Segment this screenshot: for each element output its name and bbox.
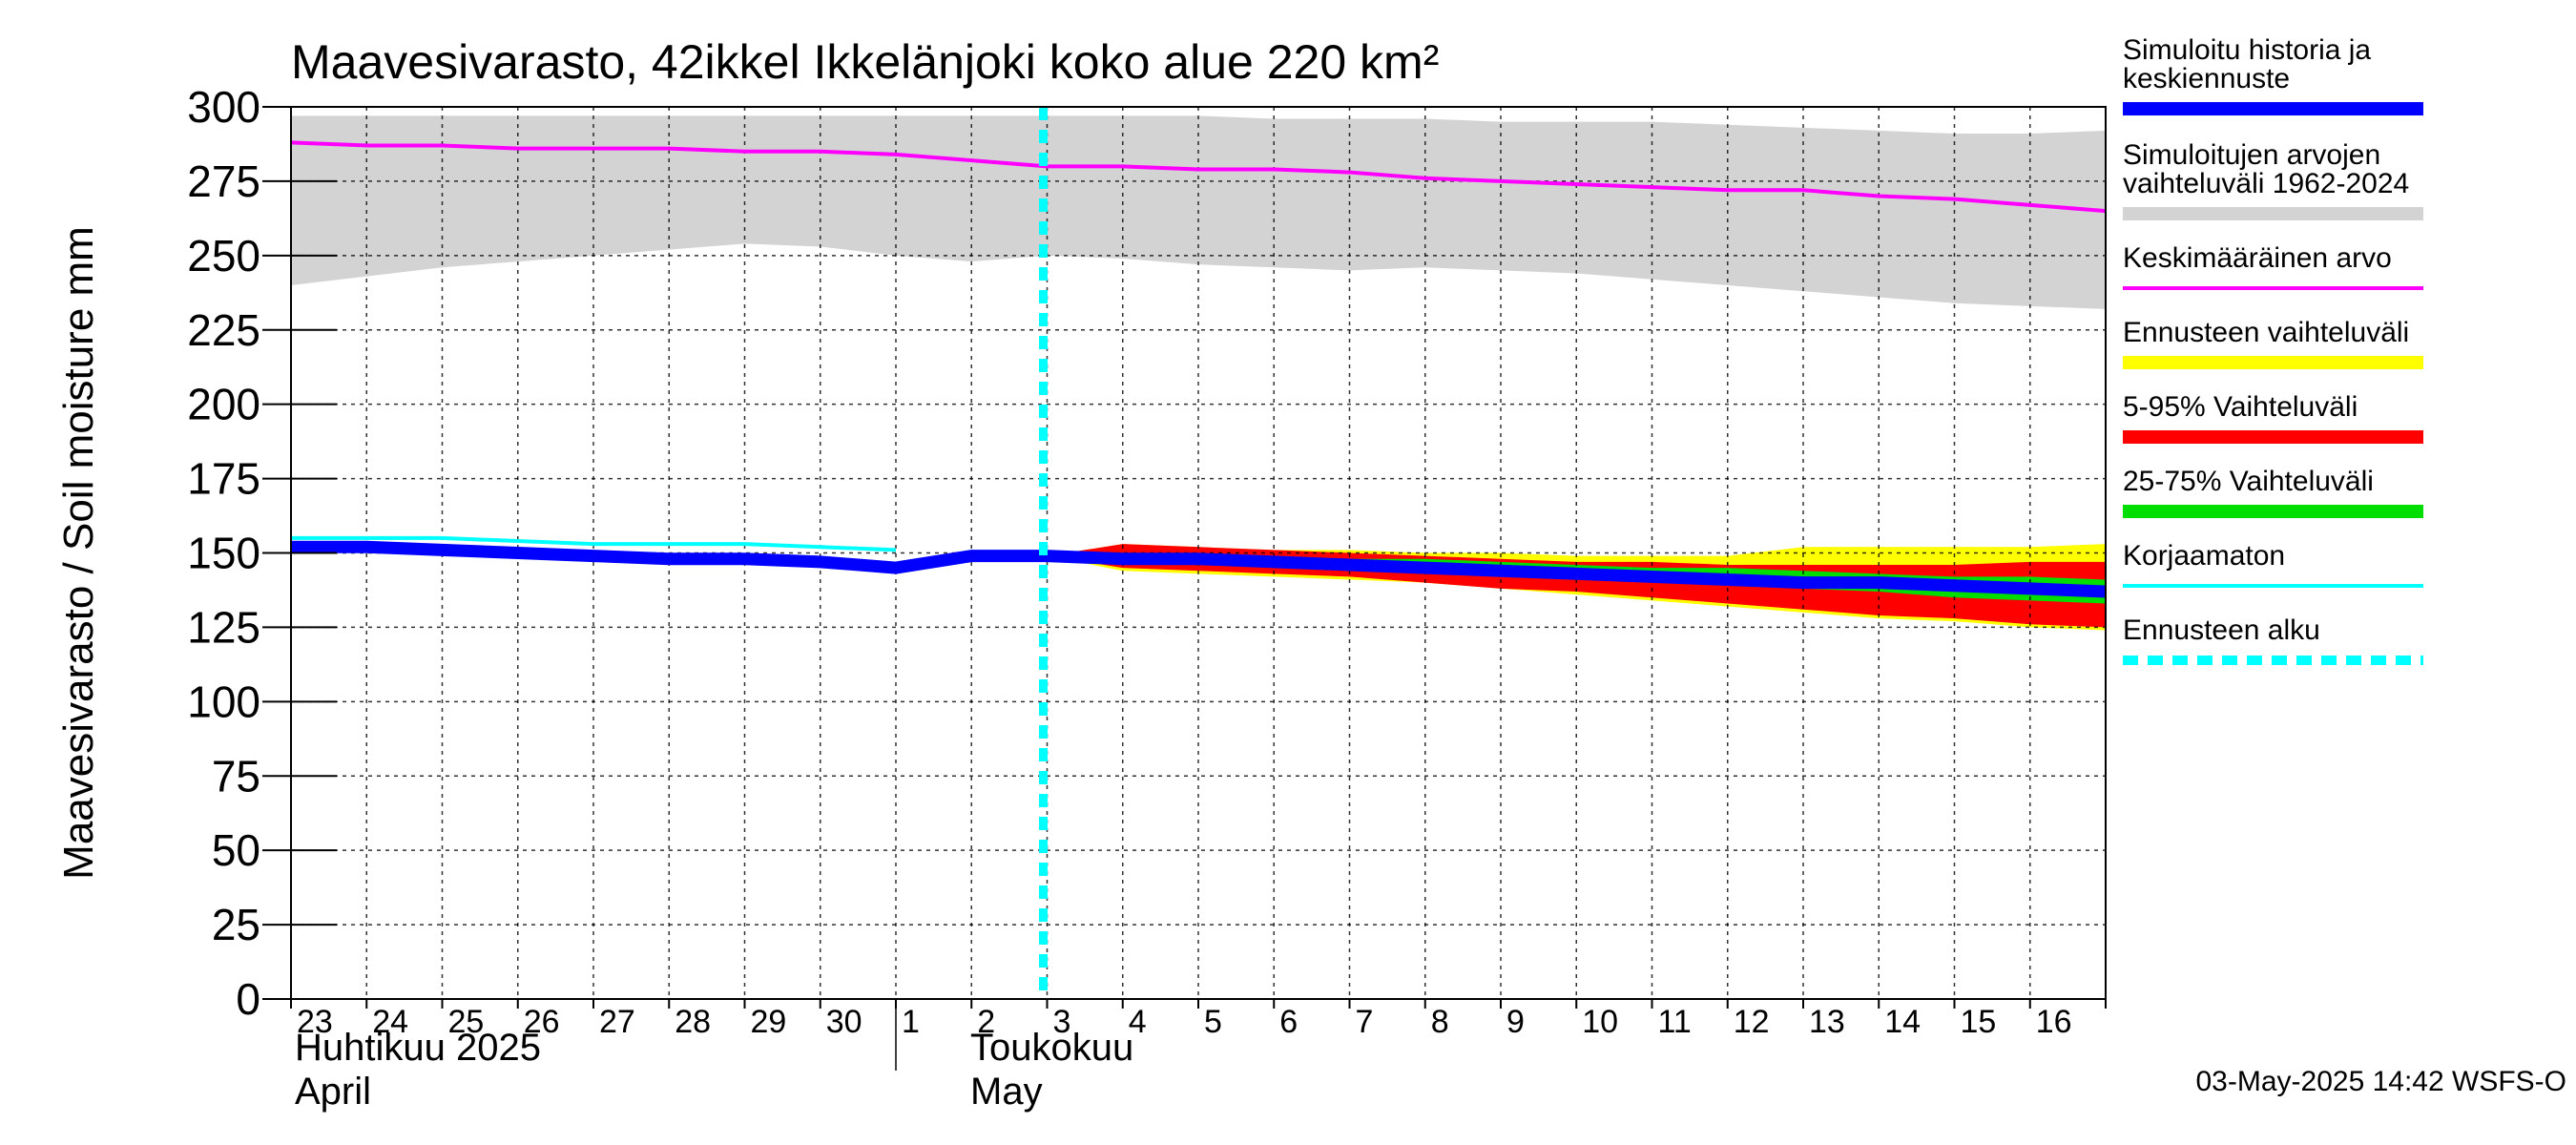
x-tick-label: 5 xyxy=(1204,1004,1222,1040)
x-tick-label: 24 xyxy=(372,1004,408,1040)
legend-item: Keskimääräinen arvo xyxy=(2123,242,2423,290)
y-tick-label: 300 xyxy=(187,82,260,132)
series-line-simuloitu-historia-ja-keskiennuste xyxy=(291,540,2107,598)
y-tick-label: 275 xyxy=(187,156,260,206)
legend-label: Simuloitujen arvojen xyxy=(2123,139,2380,171)
legend-label: Ennusteen alku xyxy=(2123,614,2320,646)
x-tick-label: 14 xyxy=(1884,1004,1921,1040)
legend-label: vaihteluväli 1962-2024 xyxy=(2123,168,2409,199)
y-tick-label: 25 xyxy=(212,900,260,949)
series-line-korjaamaton xyxy=(291,535,897,552)
x-tick-label: 1 xyxy=(902,1004,920,1040)
x-tick-label: 30 xyxy=(826,1004,862,1040)
x-tick-label: 11 xyxy=(1658,1004,1692,1040)
y-tick-label: 50 xyxy=(212,825,260,875)
month-label-en: April xyxy=(295,1071,371,1113)
x-tick-label: 23 xyxy=(297,1004,333,1040)
legend-label: 5-95% Vaihteluväli xyxy=(2123,391,2358,423)
x-tick-label: 27 xyxy=(599,1004,635,1040)
legend-item: Ennusteen vaihteluväli xyxy=(2123,317,2423,369)
x-tick-label: 3 xyxy=(1053,1004,1071,1040)
chart-title: Maavesivarasto, 42ikkel Ikkelänjoki koko… xyxy=(291,35,1439,89)
x-tick-label: 4 xyxy=(1129,1004,1147,1040)
x-tick-label: 16 xyxy=(2036,1004,2072,1040)
x-tick-label: 28 xyxy=(675,1004,711,1040)
y-tick-label: 150 xyxy=(187,529,260,578)
legend-label: Keskimääräinen arvo xyxy=(2123,242,2392,274)
y-tick-label: 75 xyxy=(212,751,260,801)
legend-label: Korjaamaton xyxy=(2123,540,2285,572)
y-tick-label: 0 xyxy=(236,974,260,1024)
x-tick-label: 26 xyxy=(524,1004,560,1040)
month-label-fi: Toukokuu xyxy=(970,1027,1133,1069)
legend-item: Korjaamaton xyxy=(2123,540,2423,588)
y-tick-label: 100 xyxy=(187,677,260,726)
legend-label: 25-75% Vaihteluväli xyxy=(2123,466,2374,497)
x-tick-label: 13 xyxy=(1809,1004,1845,1040)
legend: Simuloitu historia jakeskiennusteSimuloi… xyxy=(2123,34,2423,665)
legend-item: 25-75% Vaihteluväli xyxy=(2123,466,2423,518)
footer-timestamp: 03-May-2025 14:42 WSFS-O xyxy=(2196,1066,2567,1097)
series-line-keskim-r-inen-arvo xyxy=(290,140,2107,214)
grid-lines xyxy=(291,107,2106,999)
y-axis-label: Maavesivarasto / Soil moisture mm xyxy=(55,226,102,880)
legend-item: 5-95% Vaihteluväli xyxy=(2123,391,2423,444)
x-tick-label: 10 xyxy=(1582,1004,1618,1040)
x-tick-label: 29 xyxy=(751,1004,787,1040)
x-tick-label: 2 xyxy=(977,1004,995,1040)
legend-item: Ennusteen alku xyxy=(2123,614,2423,665)
series-lines xyxy=(290,107,2107,999)
x-tick-label: 15 xyxy=(1961,1004,1997,1040)
legend-label: keskiennuste xyxy=(2123,63,2290,94)
y-tick-label: 225 xyxy=(187,305,260,355)
month-label-en: May xyxy=(970,1071,1043,1113)
y-tick-label: 250 xyxy=(187,231,260,281)
legend-label: Simuloitu historia ja xyxy=(2123,34,2371,66)
legend-label: Ennusteen vaihteluväli xyxy=(2123,317,2409,348)
axes xyxy=(262,106,2107,1071)
y-tick-label: 175 xyxy=(187,454,260,504)
x-tick-label: 12 xyxy=(1734,1004,1770,1040)
month-label-fi: Huhtikuu 2025 xyxy=(295,1027,541,1069)
y-tick-label: 200 xyxy=(187,380,260,429)
x-tick-label: 6 xyxy=(1279,1004,1298,1040)
x-tick-label: 8 xyxy=(1431,1004,1449,1040)
x-tick-label: 9 xyxy=(1506,1004,1525,1040)
x-tick-label: 7 xyxy=(1356,1004,1374,1040)
x-tick-label: 25 xyxy=(448,1004,485,1040)
y-tick-label: 125 xyxy=(187,602,260,652)
